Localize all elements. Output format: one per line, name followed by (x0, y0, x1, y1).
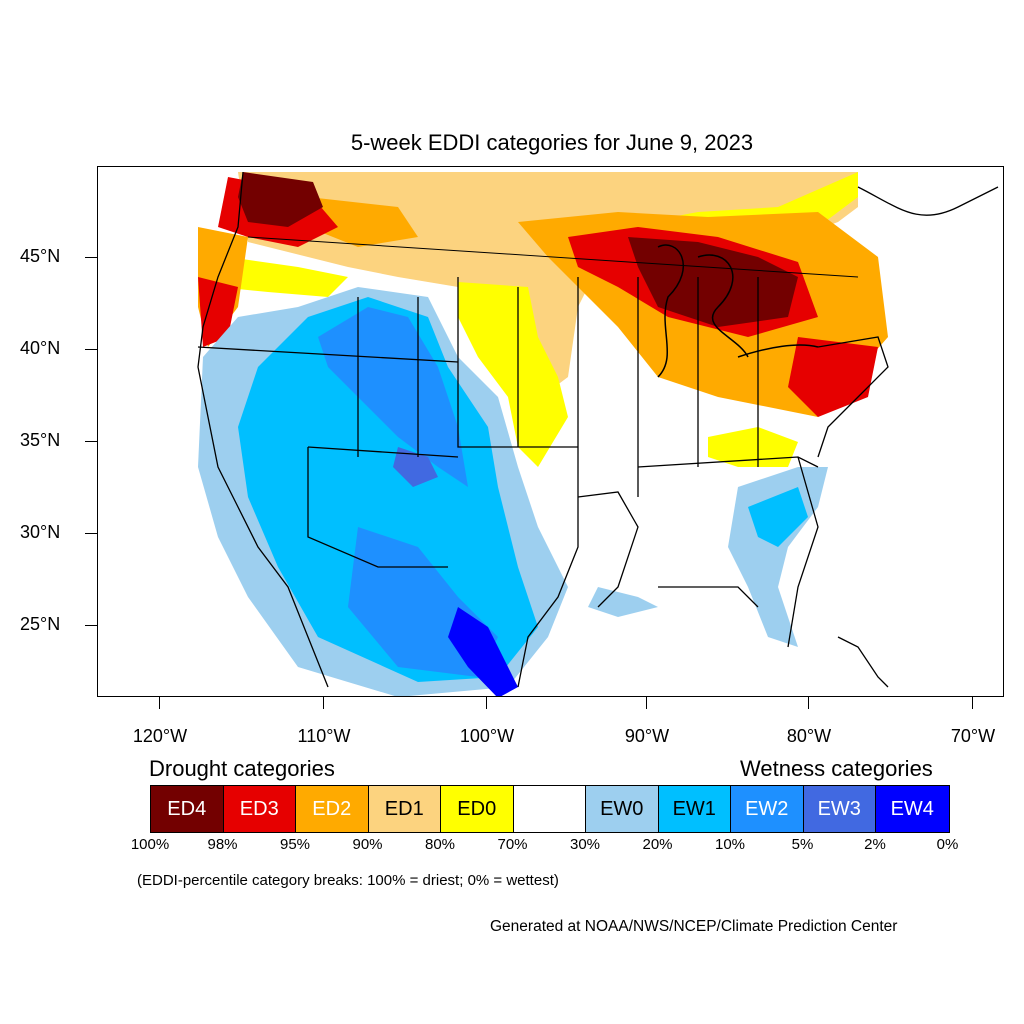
lon-tick (159, 697, 160, 709)
credit-line: Generated at NOAA/NWS/NCEP/Climate Predi… (490, 918, 898, 935)
eddi-shading (198, 172, 888, 696)
lon-label-110: 110°W (297, 726, 351, 746)
percentile-label: 30% (569, 836, 601, 853)
category-legend: ED4 ED3 ED2 ED1 ED0 EW0 EW1 EW2 EW3 EW4 (150, 785, 950, 833)
legend-box-ew1: EW1 (658, 786, 731, 832)
percentile-label: 100% (130, 836, 170, 853)
lon-label-80: 80°W (786, 726, 832, 746)
lon-tick (808, 697, 809, 709)
lat-label-30: 30°N (20, 522, 61, 542)
percentile-label: 10% (714, 836, 746, 853)
lon-label-70: 70°W (950, 726, 996, 746)
map-title: 5-week EDDI categories for June 9, 2023 (350, 130, 754, 155)
percentile-label: 98% (207, 836, 238, 853)
lat-label-40: 40°N (20, 338, 61, 358)
legend-box-none (513, 786, 586, 832)
legend-box-ed3: ED3 (223, 786, 296, 832)
percentile-label: 20% (642, 836, 673, 853)
legend-box-ew4: EW4 (876, 786, 949, 832)
percentile-label: 2% (864, 836, 886, 853)
percentile-label: 90% (352, 836, 383, 853)
wetness-heading: Wetness categories (740, 756, 933, 781)
legend-box-ed1: ED1 (368, 786, 441, 832)
legend-box-ew0: EW0 (586, 786, 659, 832)
lon-label-100: 100°W (459, 726, 515, 746)
legend-box-ew2: EW2 (731, 786, 804, 832)
lat-tick (85, 257, 97, 258)
lon-tick (972, 697, 973, 709)
lon-tick (646, 697, 647, 709)
percentile-label: 70% (497, 836, 528, 853)
legend-box-ed2: ED2 (296, 786, 369, 832)
lat-tick (85, 533, 97, 534)
eddi-map (97, 166, 1004, 697)
lon-label-90: 90°W (624, 726, 670, 746)
legend-box-ed0: ED0 (441, 786, 514, 832)
lat-tick (85, 441, 97, 442)
lat-tick (85, 349, 97, 350)
legend-box-ew3: EW3 (803, 786, 876, 832)
category-note: (EDDI-percentile category breaks: 100% =… (137, 872, 559, 889)
lat-label-35: 35°N (20, 430, 61, 450)
percentile-label: 5% (791, 836, 814, 853)
lon-tick (323, 697, 324, 709)
percentile-label: 95% (279, 836, 311, 853)
map-canvas (197, 171, 999, 696)
lat-label-25: 25°N (20, 614, 61, 634)
lon-label-120: 120°W (132, 726, 188, 746)
lon-tick (486, 697, 487, 709)
lat-label-45: 45°N (20, 246, 61, 266)
lat-tick (85, 625, 97, 626)
drought-heading: Drought categories (149, 756, 335, 781)
percentile-label: 0% (936, 836, 959, 853)
map-boundaries (197, 171, 999, 688)
legend-box-ed4: ED4 (151, 786, 224, 832)
percentile-label: 80% (424, 836, 456, 853)
